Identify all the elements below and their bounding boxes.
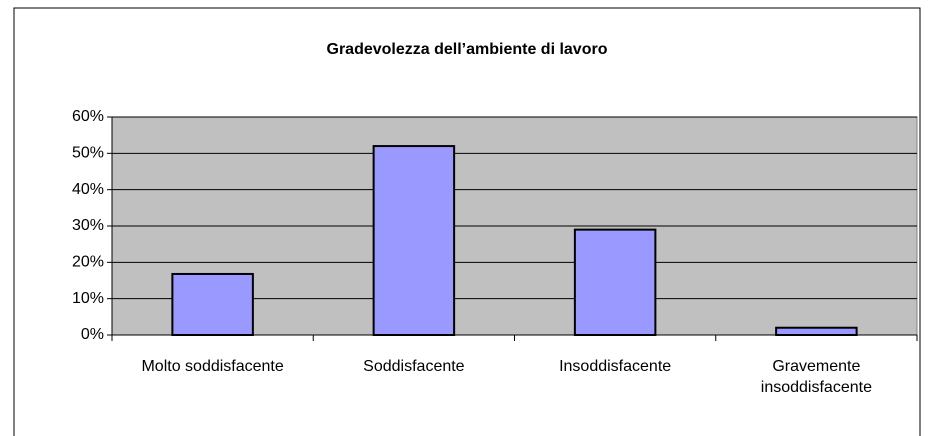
chart-title: Gradevolezza dell’ambiente di lavoro (327, 41, 608, 58)
y-tick-label: 0% (81, 326, 104, 343)
y-tick-label: 30% (72, 217, 104, 234)
x-tick-label: Gravemente insoddisfacente (760, 358, 872, 396)
bar (372, 145, 456, 336)
y-tick-label: 40% (72, 181, 104, 198)
y-tick-label: 60% (72, 108, 104, 125)
x-tick-label: Soddisfacente (363, 358, 465, 375)
y-tick-label: 50% (72, 145, 104, 162)
bar (775, 326, 858, 337)
x-tick-label: Insoddisfacente (559, 358, 672, 375)
bar (171, 272, 254, 336)
y-tick-label: 20% (72, 254, 104, 271)
x-tick-label: Molto soddisfacente (141, 358, 284, 375)
bar (573, 228, 657, 336)
y-tick-label: 10% (72, 290, 104, 307)
